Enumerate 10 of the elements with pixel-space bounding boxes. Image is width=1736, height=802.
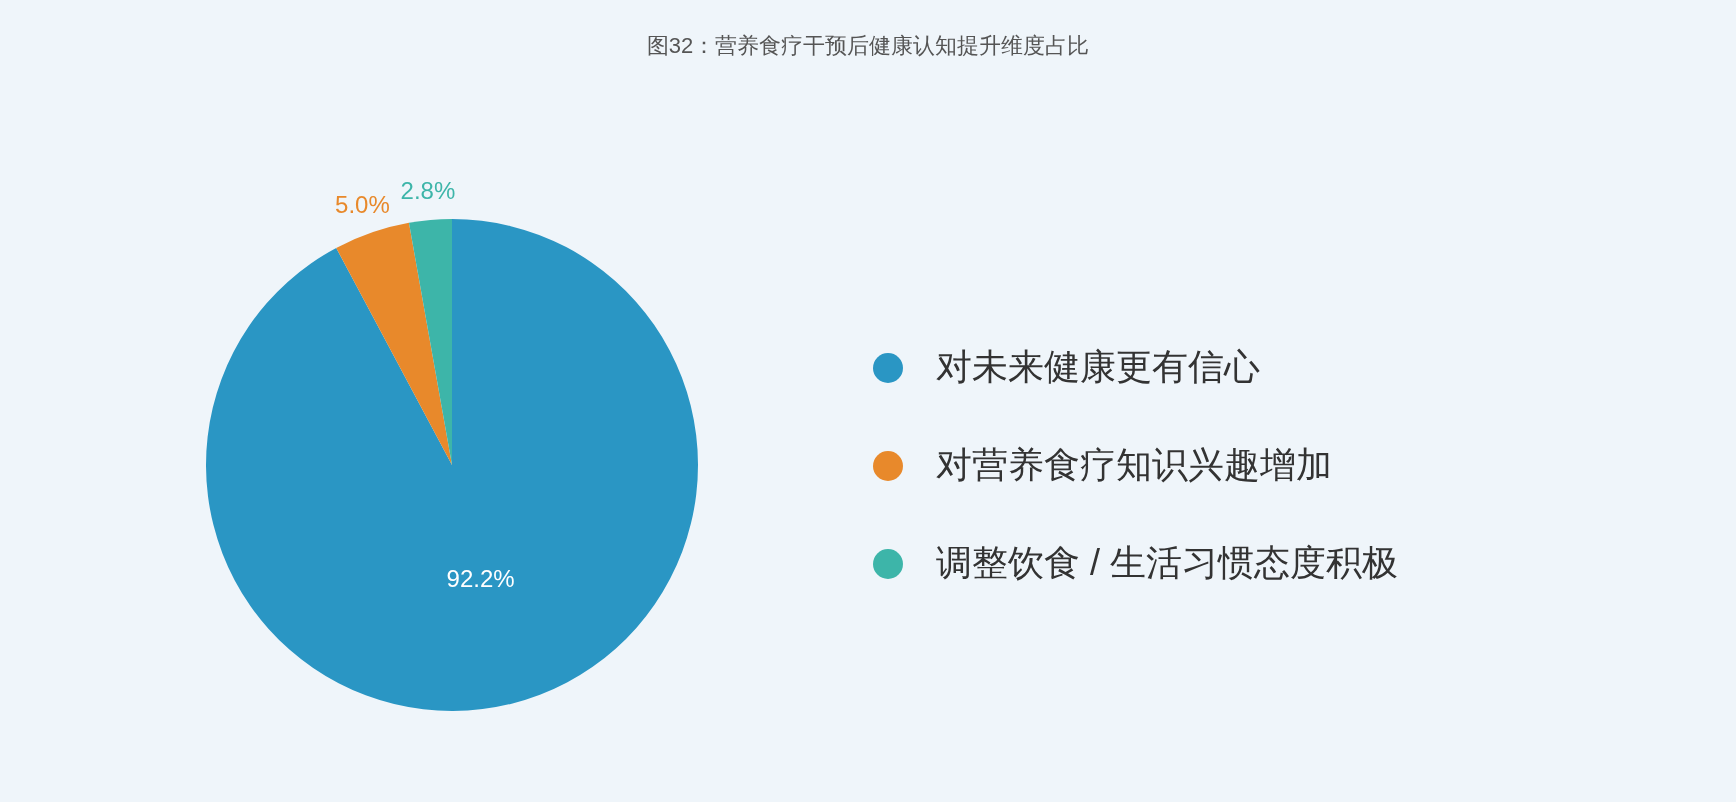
data-label: 5.0%: [335, 191, 390, 219]
pie-slice: [206, 219, 698, 711]
legend-label: 对营养食疗知识兴趣增加: [936, 444, 1332, 485]
legend-label: 对未来健康更有信心: [936, 346, 1260, 387]
chart-title: 图32：营养食疗干预后健康认知提升维度占比: [646, 33, 1090, 58]
pie-slice: [408, 219, 452, 465]
legend-label: 调整饮食 / 生活习惯态度积极: [936, 542, 1399, 583]
pie-slice: [336, 222, 452, 465]
data-label: 92.2%: [446, 564, 515, 592]
data-label: 2.8%: [400, 177, 456, 205]
